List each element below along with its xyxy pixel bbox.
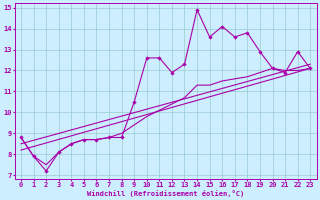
X-axis label: Windchill (Refroidissement éolien,°C): Windchill (Refroidissement éolien,°C) (87, 190, 244, 197)
